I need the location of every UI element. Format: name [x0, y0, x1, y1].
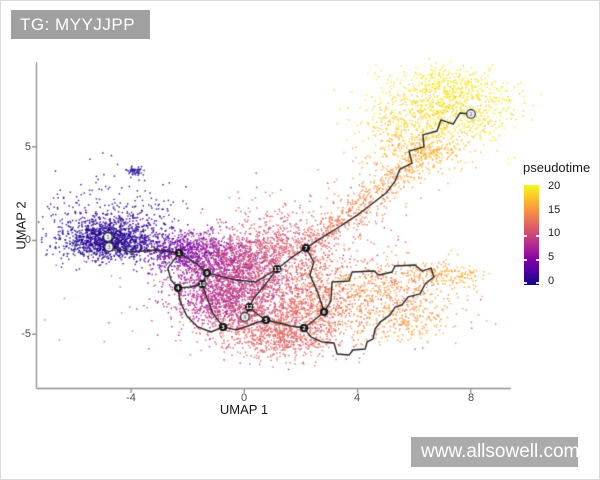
watermark-label: www.allsowell.com — [421, 441, 580, 462]
sample-tag-badge: TG: MYYJJPP — [11, 10, 150, 39]
legend-tick-label: 10 — [548, 227, 561, 239]
colorbar-tick — [524, 235, 527, 237]
y-axis-title: UMAP 2 — [13, 201, 29, 250]
legend-colorbar — [524, 185, 539, 285]
colorbar-tick — [524, 259, 527, 261]
legend-tick-label: 15 — [548, 204, 561, 216]
watermark-badge: www.allsowell.com — [411, 437, 580, 467]
y-tick-label: -5 — [21, 328, 31, 340]
y-tick-label: 5 — [24, 141, 31, 153]
legend-tick-label: 5 — [548, 251, 555, 263]
y-tick-label: 0 — [24, 234, 31, 246]
legend-title: pseudotime — [523, 160, 591, 175]
colorbar-tick — [536, 259, 539, 261]
x-axis-title: UMAP 1 — [219, 402, 269, 417]
legend-tick-label: 20 — [548, 180, 561, 192]
x-tick-label: 0 — [240, 392, 248, 404]
legend-tick-label: 0 — [548, 275, 555, 287]
colorbar-tick — [536, 235, 539, 237]
colorbar-tick — [524, 282, 527, 284]
x-tick-label: 8 — [467, 392, 475, 404]
pseudotime-legend: pseudotime 20 15 10 5 0 — [511, 160, 599, 310]
colorbar-tick — [536, 282, 539, 284]
sample-tag-label: TG: MYYJJPP — [20, 15, 136, 34]
x-tick-label: 4 — [353, 392, 361, 404]
x-tick-label: -4 — [126, 392, 136, 404]
